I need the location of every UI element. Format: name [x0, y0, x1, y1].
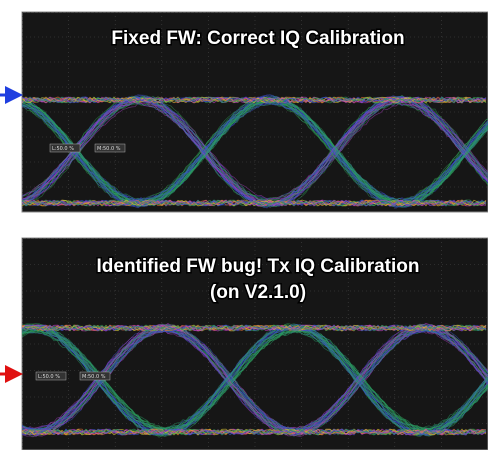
- panel-title: (on V2.1.0): [210, 282, 306, 303]
- marker-label: L:50.0 %: [38, 374, 60, 380]
- marker-label: L:50.0 %: [52, 146, 74, 152]
- marker-label: M:50.0 %: [82, 374, 106, 380]
- panel-title: Fixed FW: Correct IQ Calibration: [111, 28, 404, 49]
- screenshot: Fixed FW: Correct IQ Calibration Identif…: [0, 0, 488, 450]
- marker-label: M:50.0 %: [97, 146, 121, 152]
- panel-title: Identified FW bug! Tx IQ Calibration: [97, 256, 420, 277]
